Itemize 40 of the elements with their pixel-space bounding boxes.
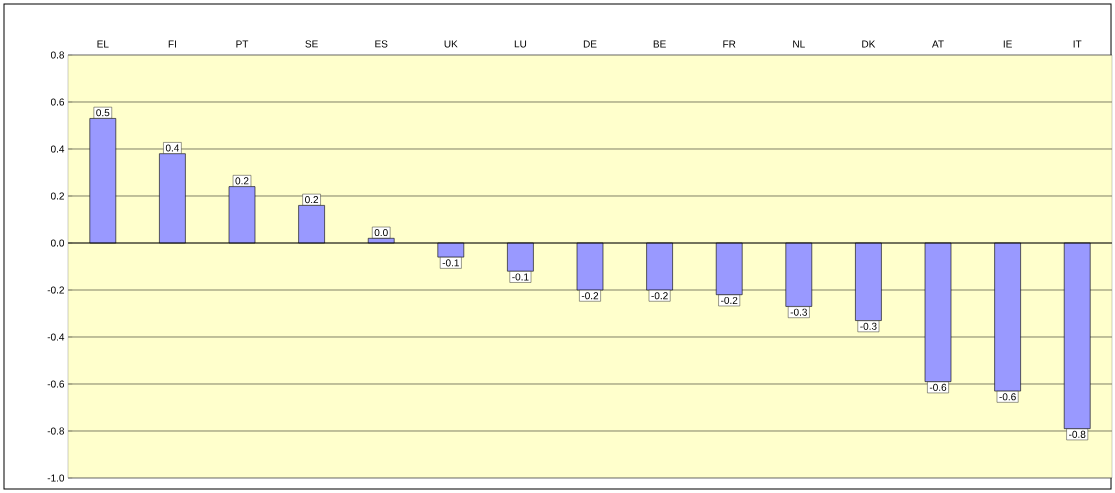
- data-label: -0.3: [860, 322, 877, 330]
- x-tick-label: ES: [375, 40, 388, 48]
- x-tick-label: LU: [514, 40, 527, 48]
- data-label: 0.2: [305, 196, 319, 204]
- x-tick-label: NL: [793, 40, 805, 48]
- y-tick-label: 0.2: [50, 192, 64, 200]
- x-tick-label: AT: [932, 40, 944, 48]
- x-tick-label: DE: [583, 40, 597, 48]
- y-tick-label: -0.2: [47, 286, 64, 294]
- data-label: -0.2: [651, 292, 668, 300]
- y-tick-label: 0.8: [50, 51, 65, 59]
- x-tick-label: FR: [723, 40, 736, 48]
- data-label: -0.1: [442, 259, 459, 267]
- x-tick-label: UK: [444, 40, 458, 48]
- x-tick-label: IT: [1073, 40, 1082, 48]
- data-label: -0.6: [929, 383, 947, 391]
- data-label: -0.8: [1069, 430, 1086, 438]
- x-tick-label: PT: [236, 40, 249, 48]
- data-label: -0.3: [790, 308, 807, 316]
- y-tick-label: 0.6: [50, 98, 65, 106]
- x-tick-label: SE: [305, 40, 318, 48]
- x-tick-label: BE: [653, 40, 666, 48]
- data-label: 0.4: [165, 144, 180, 152]
- x-tick-label: DK: [862, 40, 876, 48]
- x-tick-label: FI: [168, 40, 176, 48]
- y-tick-label: -1.0: [47, 474, 65, 482]
- y-tick-label: 0.0: [50, 239, 65, 247]
- x-tick-label: EL: [97, 40, 109, 48]
- y-tick-label: -0.8: [47, 427, 65, 435]
- data-label: -0.1: [512, 273, 529, 281]
- data-label: -0.6: [999, 393, 1016, 401]
- x-tick-label: IE: [1003, 40, 1012, 48]
- data-label: 0.2: [235, 177, 249, 185]
- y-tick-label: -0.6: [47, 380, 65, 388]
- data-label: -0.2: [581, 292, 599, 300]
- data-label: -0.2: [721, 296, 738, 304]
- data-label: 0.5: [96, 109, 110, 117]
- y-tick-label: -0.4: [47, 333, 65, 341]
- y-tick-label: 0.4: [50, 145, 65, 153]
- data-label: 0.0: [374, 229, 388, 237]
